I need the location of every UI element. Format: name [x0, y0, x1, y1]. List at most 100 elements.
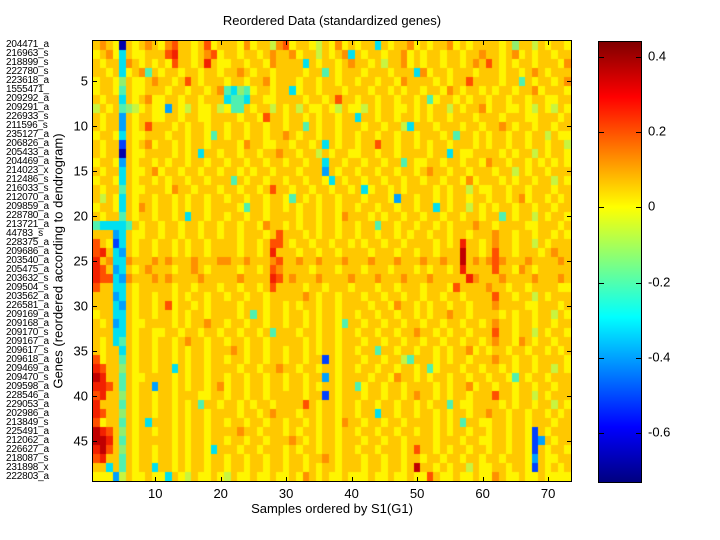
x-tick-label: 30 — [278, 486, 294, 501]
y-tick-label: 30 — [73, 298, 88, 314]
tick-mark — [351, 41, 353, 45]
x-tick-label: 40 — [344, 486, 359, 501]
tick-mark — [93, 350, 97, 352]
tick-mark — [93, 81, 97, 83]
gene-label: 209598_a — [6, 380, 49, 392]
heatmap-canvas — [93, 41, 571, 481]
colorbar-tick-mark — [599, 282, 604, 284]
tick-mark — [417, 477, 419, 481]
tick-mark — [93, 261, 97, 262]
gene-label: 212070_a — [6, 192, 49, 204]
gene-label: 203632_s — [6, 272, 49, 284]
colorbar-tick-label: 0.2 — [648, 123, 667, 139]
gene-label: 1555471_ — [6, 84, 49, 96]
tick-mark — [286, 477, 288, 481]
colorbar-tick-label: -0.2 — [648, 274, 671, 290]
tick-mark — [548, 477, 550, 481]
x-tick-label: 10 — [147, 486, 163, 501]
gene-label: 209686_a — [6, 246, 49, 258]
gene-label: 214023_x — [6, 165, 49, 177]
colorbar-tick-mark — [636, 132, 641, 134]
gene-label: 209859_a — [6, 201, 49, 213]
gene-label: 209504_s — [6, 281, 49, 293]
y-tick-label: 45 — [73, 433, 88, 449]
x-tick-label: 70 — [540, 486, 556, 501]
gene-label: 203540_a — [6, 255, 49, 266]
gene-label: 203562_a — [6, 290, 49, 302]
gene-label: 222803_a — [6, 470, 49, 482]
gene-label: 209617_s — [6, 344, 49, 356]
gene-label: 218087_s — [6, 452, 49, 464]
tick-mark — [286, 41, 288, 45]
colorbar-tick-mark — [636, 282, 641, 284]
chart-title: Reordered Data (standardized genes) — [222, 13, 442, 28]
colorbar-tick-label: -0.6 — [648, 424, 671, 440]
gene-label: 218899_s — [6, 57, 49, 69]
tick-mark — [567, 171, 571, 173]
gene-label: 209470_s — [6, 371, 49, 383]
gene-label: 222780_s — [6, 66, 49, 78]
colorbar-tick-mark — [636, 207, 641, 209]
gene-label: 229053_a — [6, 398, 49, 410]
gene-label: 212062_a — [6, 434, 49, 446]
tick-mark — [155, 477, 157, 481]
gene-label: 209292_a — [6, 93, 49, 105]
tick-mark — [93, 126, 97, 128]
gene-label: 209618_a — [6, 353, 49, 365]
y-tick-label: 20 — [73, 208, 88, 224]
gene-label: 209291_a — [6, 102, 49, 114]
gene-label: 211596_s — [6, 120, 48, 132]
tick-mark — [220, 41, 222, 45]
gene-label: 228780_a — [6, 210, 49, 222]
tick-mark — [567, 395, 571, 397]
x-axis-label: Samples ordered by S1(G1) — [251, 501, 413, 516]
tick-mark — [567, 81, 571, 83]
tick-mark — [351, 477, 353, 481]
gene-label: 216033_s — [6, 183, 49, 195]
gene-label: 223618_a — [6, 75, 49, 87]
y-tick-label: 40 — [73, 388, 88, 404]
tick-mark — [155, 41, 157, 45]
y-tick-label: 25 — [73, 253, 88, 269]
gene-label: 204469_a — [6, 156, 49, 168]
y-tick-label: 35 — [73, 343, 88, 359]
gene-label: 205475_a — [6, 263, 49, 275]
tick-mark — [567, 126, 571, 128]
gene-label: 216963_s — [6, 48, 49, 60]
gene-label: 205433_a — [6, 147, 49, 159]
gene-label: 206826_a — [6, 138, 49, 150]
gene-label: 226581_a — [6, 299, 49, 311]
colorbar-tick-label: 0.4 — [648, 48, 667, 64]
colorbar-tick-mark — [636, 57, 641, 59]
gene-label: 225491_a — [6, 425, 49, 437]
tick-mark — [93, 305, 97, 307]
colorbar-tick-mark — [599, 207, 604, 209]
tick-mark — [567, 261, 571, 262]
gene-label: 209469_a — [6, 362, 49, 374]
gene-label: 228375_a — [6, 237, 49, 249]
heatmap-plot — [92, 40, 572, 482]
gene-label: 235127_a — [6, 129, 49, 141]
gene-label: 209170_s — [6, 326, 49, 338]
gene-label: 226933_s — [6, 111, 49, 123]
tick-mark — [93, 395, 97, 397]
gene-label: 44783_s — [6, 228, 43, 240]
tick-mark — [93, 216, 97, 218]
gene-label: 231898_x — [6, 461, 49, 473]
gene-label: 228546_a — [6, 389, 49, 401]
gene-label: 226627_a — [6, 443, 49, 455]
colorbar-tick-mark — [636, 357, 641, 359]
x-tick-label: 50 — [409, 486, 425, 501]
gene-label: 213721_a — [6, 219, 49, 231]
tick-mark — [567, 350, 571, 352]
colorbar-tick-mark — [599, 132, 604, 134]
gene-label: 209168_a — [6, 317, 49, 329]
gene-label: 202986_a — [6, 407, 49, 419]
tick-mark — [548, 41, 550, 45]
gene-label: 209167_a — [6, 335, 49, 347]
y-tick-label: 5 — [80, 73, 88, 89]
tick-mark — [417, 41, 419, 45]
tick-mark — [567, 216, 571, 218]
gene-label: 204471_a — [6, 39, 49, 51]
tick-mark — [93, 171, 97, 173]
